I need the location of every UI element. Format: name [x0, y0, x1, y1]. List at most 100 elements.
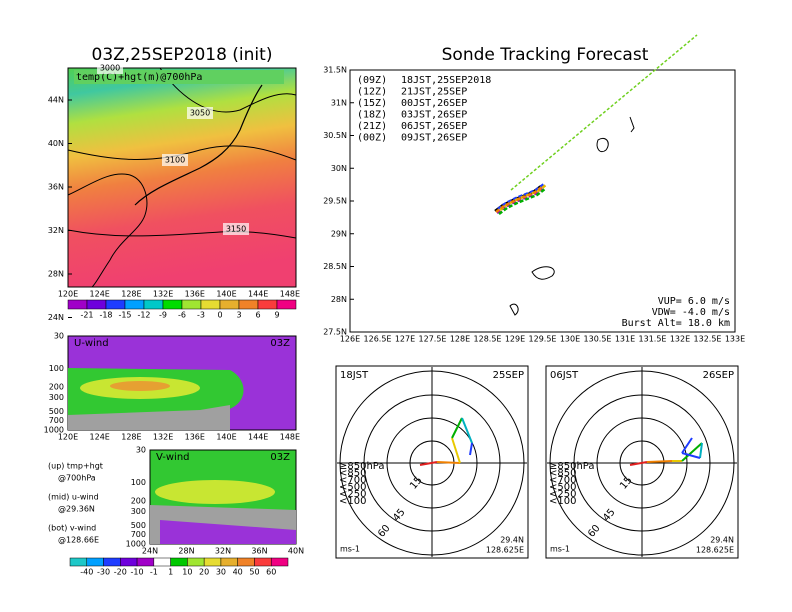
label: ≥850hPa: [549, 461, 595, 472]
hodo-seg: [436, 461, 461, 464]
label: 128.5E: [474, 335, 502, 344]
label: (up) tmp+hgt: [48, 462, 103, 471]
label: 28N: [178, 547, 194, 556]
label: 03Z,25SEP2018 (init): [92, 45, 273, 65]
label: <250: [549, 489, 576, 500]
label: 21JST,25SEP: [401, 87, 467, 98]
colorbar-box: [170, 557, 188, 567]
label: 140E: [216, 433, 236, 442]
track-map: [349, 69, 736, 333]
label: 132E: [670, 335, 690, 344]
label: ms-1: [550, 545, 570, 554]
label: 128E: [450, 335, 470, 344]
label: 31N: [331, 98, 347, 107]
label: 300: [131, 507, 146, 516]
colorbar-box: [181, 299, 202, 310]
label: <500: [549, 482, 576, 493]
colorbar-box: [120, 557, 138, 567]
colorbar-box: [237, 557, 255, 567]
label: 129E: [505, 335, 525, 344]
label: 3000: [100, 64, 120, 73]
hodo-seg: [451, 417, 463, 439]
label: (mid) u-wind: [48, 493, 99, 502]
label: 36N: [251, 547, 267, 556]
track-line: [510, 34, 698, 191]
colorbar-box: [254, 557, 272, 567]
label: -18: [99, 311, 112, 320]
label: 03Z: [270, 338, 290, 349]
label: 132E: [153, 433, 173, 442]
label: (21Z): [357, 121, 387, 132]
label: 00JST,26SEP: [401, 98, 467, 109]
colorbar-box: [153, 557, 171, 567]
label: 30: [136, 446, 146, 455]
label: 200: [49, 382, 64, 391]
track: [495, 186, 543, 213]
colorbar-box: [86, 557, 104, 567]
label: 28.5N: [323, 262, 347, 271]
label: U-wind: [74, 338, 109, 349]
label: 36N: [48, 183, 64, 192]
contour-label-bg: [97, 62, 123, 74]
label: <700: [339, 475, 366, 486]
label: ms-1: [340, 545, 360, 554]
label: 128E: [121, 433, 141, 442]
label: 10: [182, 568, 192, 577]
label: 25SEP: [493, 370, 524, 381]
label: -3: [197, 311, 205, 320]
label: 124E: [90, 433, 110, 442]
hodo-seg: [451, 437, 461, 464]
label-bg: [74, 70, 284, 84]
label: 03Z: [270, 452, 290, 463]
label: 44N: [48, 96, 64, 105]
label: VUP= 6.0 m/s: [658, 296, 730, 307]
label: 500: [49, 407, 64, 416]
label: <700: [549, 475, 576, 486]
label: (15Z): [357, 98, 387, 109]
coastline: [67, 173, 148, 288]
label: 28N: [331, 295, 347, 304]
colorbar-box: [124, 299, 145, 310]
label: 29.5N: [323, 197, 347, 206]
label: <100: [549, 496, 576, 507]
label: (18Z): [357, 110, 387, 121]
label: 500: [131, 521, 146, 530]
coastline: [134, 84, 263, 206]
hodograph: [337, 367, 527, 557]
label: 144E: [248, 433, 268, 442]
colorbar-box: [238, 299, 259, 310]
label: @700hPa: [58, 474, 96, 483]
label: Sonde Tracking Forecast: [442, 45, 649, 65]
label: 29.4N: [710, 536, 734, 545]
v-wind-neg: [160, 520, 296, 544]
label: -12: [137, 311, 150, 320]
label: 3150: [226, 225, 246, 234]
label: 32N: [48, 226, 64, 235]
label: 26SEP: [703, 370, 734, 381]
contour: [67, 229, 297, 239]
hodo-seg: [419, 461, 438, 466]
label: (bot) v-wind: [48, 524, 96, 533]
label: 6: [255, 311, 260, 320]
label: (09Z): [357, 75, 387, 86]
label: 30: [216, 568, 226, 577]
colorbar-box: [143, 299, 164, 310]
label: -21: [80, 311, 93, 320]
label: 120E: [58, 433, 78, 442]
label: 20: [199, 568, 209, 577]
label: 132E: [153, 290, 173, 299]
label: 120E: [58, 290, 78, 299]
label: (12Z): [357, 87, 387, 98]
label: -40: [80, 568, 93, 577]
hodo-seg: [469, 442, 473, 456]
track: [497, 183, 545, 210]
label: 128.625E: [486, 546, 524, 555]
label: @128.66E: [58, 536, 99, 545]
temp-map: [67, 67, 297, 288]
label: 06JST: [550, 370, 579, 381]
label: 18JST,25SEP2018: [401, 75, 491, 86]
island: [531, 266, 555, 280]
label: 31.5N: [323, 66, 347, 75]
label: 131.5E: [639, 335, 667, 344]
label: 40N: [288, 547, 304, 556]
